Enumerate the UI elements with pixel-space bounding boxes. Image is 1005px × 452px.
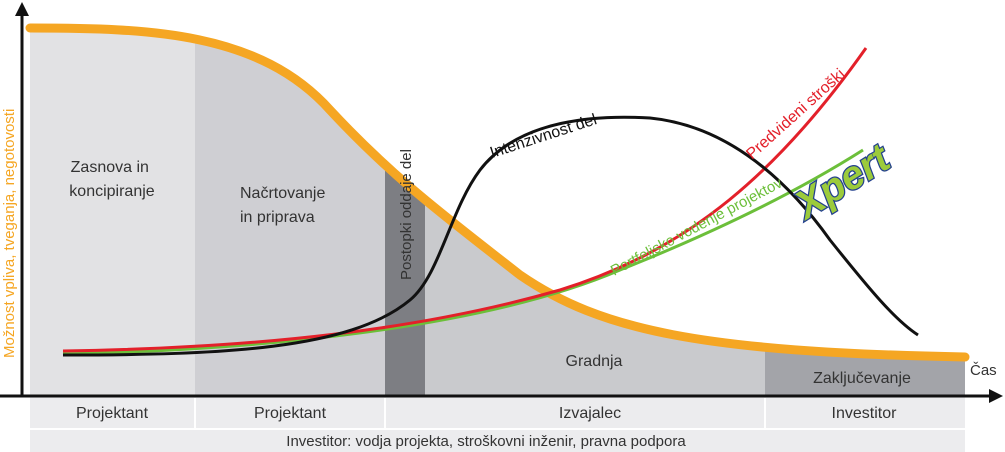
- x-axis-label: Čas: [970, 362, 997, 379]
- portfolio-curve-label: Portfeljsko vodenje projektov: [608, 174, 786, 279]
- bottom-bar-label: Investitor: vodja projekta, stroškovni i…: [286, 433, 686, 450]
- role-label: Projektant: [254, 405, 327, 422]
- cost-curve-label: Predvideni stroški: [743, 66, 848, 163]
- y-axis-label: Možnost vpliva, tveganja, negotovosti: [1, 109, 18, 358]
- phase-label-construction: Gradnja: [566, 353, 623, 370]
- phase-label-closing: Zaključevanje: [813, 370, 911, 387]
- xpert-logo: Xpert: [785, 134, 901, 230]
- role-strip: [30, 396, 965, 428]
- phase-label-tender: Postopki oddaje del: [398, 149, 415, 280]
- role-label: Izvajalec: [559, 405, 621, 422]
- phase-band-closing: [765, 28, 965, 395]
- phase-label-planning: Načrtovanje in priprava: [240, 185, 330, 226]
- cost-curve: [62, 47, 868, 353]
- intensity-curve: [62, 115, 919, 357]
- x-axis-arrow-icon: [989, 389, 1003, 403]
- influence-curve: [25, 23, 970, 362]
- bottom-bar: [30, 428, 965, 452]
- y-axis-arrow-icon: [15, 2, 29, 16]
- role-label: Projektant: [76, 405, 149, 422]
- intensity-curve-label: Intenzivnost del: [488, 111, 599, 162]
- phase-label-concept: Zasnova in koncipiranje: [69, 159, 154, 200]
- phase-band-concept: [30, 28, 195, 395]
- xpert-logo-text: Xpert: [786, 135, 899, 228]
- role-label: Investitor: [832, 405, 898, 422]
- portfolio-curve: [62, 148, 864, 356]
